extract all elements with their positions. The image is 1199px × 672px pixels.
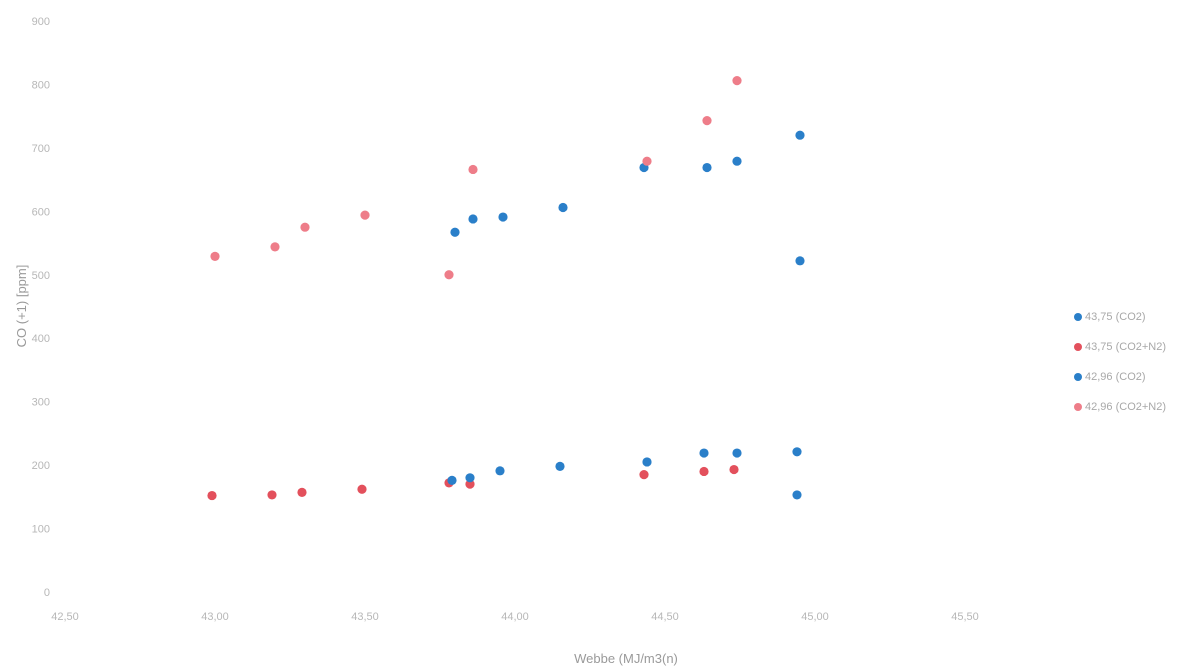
data-point-series-3 — [555, 461, 565, 471]
data-point-series-3 — [792, 447, 802, 457]
x-tick-label: 42,50 — [51, 611, 79, 623]
y-tick-label: 500 — [32, 270, 50, 282]
y-tick-label: 900 — [32, 16, 50, 28]
legend-item: 43,75 (CO2+N2) — [1074, 332, 1199, 362]
data-point-series-3 — [447, 475, 457, 485]
data-point-series-4 — [642, 156, 652, 166]
data-point-series-3 — [699, 448, 709, 458]
data-point-series-2 — [729, 464, 739, 475]
data-point-series-4 — [210, 251, 220, 261]
data-point-series-1 — [498, 212, 508, 222]
legend-item: 42,96 (CO2) — [1074, 362, 1199, 392]
data-point-series-1 — [732, 156, 742, 166]
legend-item: 42,96 (CO2+N2) — [1074, 392, 1199, 422]
data-point-series-3 — [495, 466, 505, 476]
data-point-series-2 — [357, 484, 367, 494]
legend-label: 43,75 (CO2) — [1085, 311, 1146, 323]
y-axis-title: CO (+1) [ppm] — [14, 265, 29, 348]
legend-label: 42,96 (CO2) — [1085, 371, 1146, 383]
x-tick-label: 44,00 — [501, 611, 529, 623]
data-point-series-4 — [732, 76, 742, 86]
x-tick-label: 45,50 — [951, 611, 979, 623]
data-point-series-4 — [468, 164, 478, 175]
data-point-series-2 — [267, 490, 277, 500]
data-point-series-2 — [297, 487, 307, 497]
x-tick-label: 43,00 — [201, 611, 229, 623]
y-tick-label: 300 — [32, 397, 50, 409]
x-tick-label: 44,50 — [651, 611, 679, 623]
data-point-series-2 — [699, 466, 709, 477]
data-point-series-1 — [702, 162, 712, 173]
y-tick-label: 800 — [32, 79, 50, 91]
y-tick-label: 700 — [32, 143, 50, 155]
y-axis-ticks: 0 100 200 300 400 500 600 700 800 900 — [32, 16, 50, 599]
legend: 43,75 (CO2) 43,75 (CO2+N2) 42,96 (CO2) 42,9… — [1074, 302, 1199, 422]
legend-label: 43,75 (CO2+N2) — [1085, 341, 1167, 353]
data-point-series-3 — [732, 448, 742, 458]
legend-marker-icon — [1074, 343, 1082, 351]
data-points — [207, 76, 805, 501]
data-point-series-4 — [360, 210, 370, 220]
data-point-series-3 — [792, 490, 802, 500]
x-tick-label: 45,00 — [801, 611, 829, 623]
data-point-series-4 — [300, 222, 310, 232]
data-point-series-1 — [450, 227, 460, 237]
data-point-series-2 — [639, 470, 649, 480]
y-tick-label: 200 — [32, 460, 50, 472]
data-point-series-2 — [207, 490, 217, 501]
y-tick-label: 0 — [44, 587, 50, 599]
legend-marker-icon — [1074, 373, 1082, 381]
data-point-series-1 — [795, 130, 805, 140]
data-point-series-3 — [642, 457, 652, 467]
y-tick-label: 600 — [32, 206, 50, 218]
data-point-series-3 — [465, 473, 475, 483]
legend-marker-icon — [1074, 313, 1082, 321]
x-axis-title: Webbe (MJ/m3(n) — [574, 651, 678, 666]
data-point-series-1 — [558, 202, 568, 213]
legend-marker-icon — [1074, 403, 1082, 411]
data-point-series-4 — [444, 270, 454, 280]
y-tick-label: 400 — [32, 333, 50, 345]
data-point-series-2 — [465, 479, 475, 489]
data-point-series-1 — [468, 214, 478, 224]
data-point-series-4 — [702, 116, 712, 126]
legend-item: 43,75 (CO2) — [1074, 302, 1199, 332]
x-tick-label: 43,50 — [351, 611, 379, 623]
data-point-series-4 — [270, 242, 280, 252]
data-point-series-1 — [795, 256, 805, 266]
legend-label: 42,96 (CO2+N2) — [1085, 401, 1167, 413]
x-axis-ticks: 42,50 43,00 43,50 44,00 44,50 45,00 45,50 — [51, 611, 979, 623]
y-tick-label: 100 — [32, 524, 50, 536]
